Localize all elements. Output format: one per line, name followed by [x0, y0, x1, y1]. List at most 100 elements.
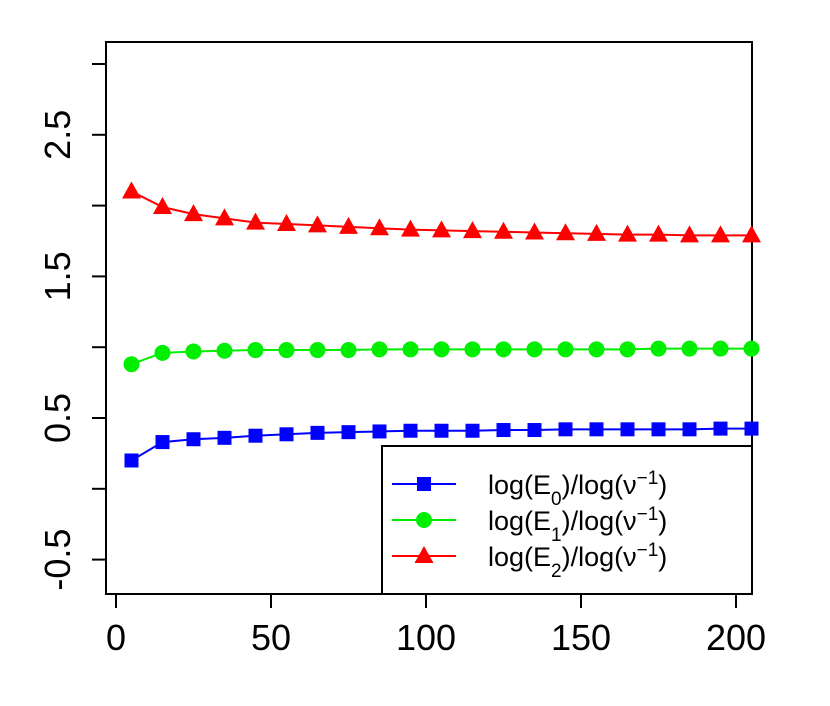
- x-axis: 0 50 100 150 200: [106, 593, 766, 658]
- data-point: [650, 340, 667, 357]
- y-axis: -0.5 0.5 1.5 2.5: [37, 63, 107, 591]
- data-point: [527, 423, 542, 438]
- data-point: [155, 435, 170, 450]
- data-point: [310, 425, 325, 440]
- legend-marker: [417, 477, 431, 491]
- data-point: [308, 215, 327, 233]
- data-point: [246, 212, 265, 230]
- data-point: [153, 197, 172, 215]
- legend-pre: log(E: [488, 542, 551, 572]
- legend-label: log(E1)/log(ν−1): [488, 504, 667, 546]
- legend-superscript: −1: [637, 540, 659, 561]
- data-point: [339, 216, 358, 234]
- y-tick-label: 0.5: [37, 393, 78, 443]
- data-point: [649, 224, 668, 242]
- legend-item-0: log(E0)/log(ν−1): [392, 468, 667, 510]
- legend-subscript: 1: [551, 525, 562, 546]
- data-point: [403, 423, 418, 438]
- legend-post: ): [658, 470, 667, 500]
- data-point: [433, 341, 450, 358]
- data-point: [432, 220, 451, 238]
- data-point: [744, 421, 759, 436]
- series-0: [124, 421, 759, 468]
- legend-pre: log(E: [488, 506, 551, 536]
- data-point: [371, 341, 388, 358]
- data-point: [401, 219, 420, 237]
- data-point: [713, 421, 728, 436]
- data-point: [184, 204, 203, 222]
- data-point: [556, 223, 575, 241]
- data-point: [463, 221, 482, 239]
- data-point: [154, 344, 171, 361]
- data-point: [248, 428, 263, 443]
- data-point: [558, 422, 573, 437]
- y-tick-label: 2.5: [37, 110, 78, 160]
- legend-pre: log(E: [488, 470, 551, 500]
- data-point: [588, 341, 605, 358]
- legend-item-2: log(E2)/log(ν−1): [392, 540, 667, 582]
- legend: log(E0)/log(ν−1)log(E1)/log(ν−1)log(E2)/…: [381, 445, 753, 595]
- data-point: [279, 427, 294, 442]
- data-point: [712, 340, 729, 357]
- legend-superscript: −1: [637, 504, 659, 525]
- legend-post: ): [658, 506, 667, 536]
- legend-superscript: −1: [637, 468, 659, 489]
- legend-marker: [414, 546, 434, 563]
- x-tick-label: 200: [706, 617, 766, 658]
- legend-label: log(E0)/log(ν−1): [488, 468, 667, 510]
- data-point: [681, 340, 698, 357]
- data-point: [619, 341, 636, 358]
- legend-item-1: log(E1)/log(ν−1): [392, 504, 667, 546]
- legend-mid: )/log(ν: [562, 542, 637, 572]
- data-point: [587, 223, 606, 241]
- legend-post: ): [658, 542, 667, 572]
- data-point: [464, 341, 481, 358]
- y-tick-label: 1.5: [37, 251, 78, 301]
- data-point: [123, 356, 140, 373]
- data-point: [215, 208, 234, 226]
- data-point: [372, 424, 387, 439]
- legend-label: log(E2)/log(ν−1): [488, 540, 667, 582]
- x-tick-label: 0: [106, 617, 126, 658]
- data-point: [370, 218, 389, 236]
- legend-subscript: 2: [551, 561, 562, 582]
- data-point: [496, 423, 511, 438]
- data-point: [309, 342, 326, 359]
- data-point: [618, 224, 637, 242]
- legend-mid: )/log(ν: [562, 470, 637, 500]
- legend-marker: [416, 512, 432, 528]
- data-point: [465, 423, 480, 438]
- data-point: [557, 341, 574, 358]
- x-tick-label: 100: [396, 617, 456, 658]
- y-tick-label: -0.5: [37, 529, 78, 591]
- series-1: [123, 340, 760, 373]
- data-point: [247, 342, 264, 359]
- data-point: [434, 423, 449, 438]
- data-point: [277, 214, 296, 232]
- data-point: [495, 341, 512, 358]
- series-2: [122, 181, 761, 243]
- data-point: [743, 340, 760, 357]
- legend-subscript: 0: [551, 489, 562, 510]
- data-point: [651, 422, 666, 437]
- data-point: [682, 422, 697, 437]
- data-point: [402, 341, 419, 358]
- series-layer: [122, 181, 761, 468]
- data-point: [589, 422, 604, 437]
- data-point: [122, 181, 141, 199]
- data-point: [494, 221, 513, 239]
- data-point: [278, 342, 295, 359]
- data-point: [526, 341, 543, 358]
- legend-mid: )/log(ν: [562, 506, 637, 536]
- x-tick-label: 50: [251, 617, 291, 658]
- data-point: [186, 432, 201, 447]
- x-tick-label: 150: [551, 617, 611, 658]
- data-point: [680, 225, 699, 243]
- data-point: [217, 430, 232, 445]
- data-point: [711, 225, 730, 243]
- data-point: [216, 342, 233, 359]
- data-point: [341, 425, 356, 440]
- data-point: [340, 342, 357, 359]
- data-point: [525, 222, 544, 240]
